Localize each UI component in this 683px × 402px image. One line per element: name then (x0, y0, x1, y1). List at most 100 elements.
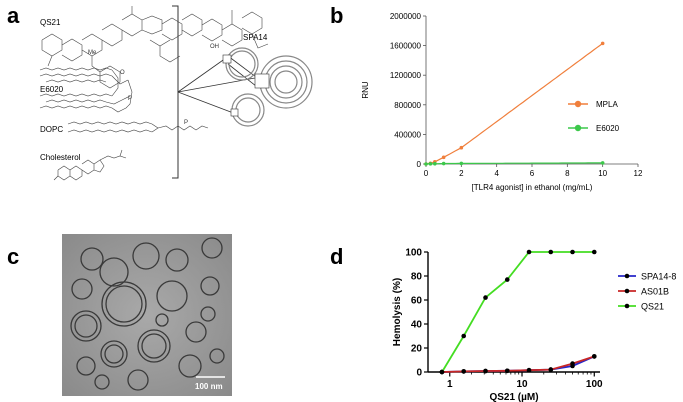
panel-a-diagram: QS21 Me OH E6020 (39, 5, 313, 181)
micrograph-vesicle (71, 278, 93, 300)
small-vesicle-zoom-box (222, 54, 232, 64)
chart-b-y-tick-label: 800000 (394, 101, 421, 110)
chart-b-point-e6020 (441, 161, 446, 166)
cryo-em-micrograph: 100 nm (62, 234, 232, 396)
chart-d-point-qs21 (461, 333, 467, 339)
panel-letter-d: d (330, 244, 344, 269)
scale-bar-label: 100 nm (195, 382, 223, 391)
chart-d-y-tick-label: 60 (411, 296, 423, 307)
micrograph-vesicle (155, 313, 169, 327)
e6020-group-note-1: O (120, 70, 125, 76)
e6020-structure-icon (39, 67, 133, 113)
micrograph-vesicle (156, 280, 188, 312)
micrograph-vesicle (201, 237, 223, 259)
chart-b-point-e6020 (428, 162, 433, 166)
chart-d-point-as01b (548, 367, 554, 372)
micrograph-vesicle (100, 340, 128, 368)
panel-letter-a: a (7, 3, 20, 28)
micrograph-background (62, 234, 232, 396)
qs21-substituent-note-2: OH (210, 44, 219, 50)
micrograph-vesicle (76, 356, 96, 376)
chart-d-legend-marker-spa14-8 (624, 273, 630, 279)
chart-b-x-axis-label: [TLR4 agonist] in ethanol (mg/mL) (472, 183, 593, 192)
chart-d-point-as01b (504, 368, 510, 374)
chart-b-y-tick-label: 0 (417, 160, 422, 169)
micrograph-vesicle (132, 242, 160, 270)
chart-d-point-as01b (591, 354, 597, 359)
cholesterol-label: Cholesterol (40, 153, 81, 162)
micrograph-vesicle (185, 321, 207, 343)
chart-b-y-tick-label: 400000 (394, 130, 421, 139)
chart-d-y-tick-label: 80 (411, 272, 423, 283)
chart-b-point-e6020 (433, 161, 437, 166)
micrograph-vesicle (200, 306, 216, 322)
micrograph-vesicle (74, 314, 98, 338)
multilamellar-zoom-box (254, 73, 270, 89)
cholesterol-structure-icon (53, 149, 127, 181)
chart-d-x-tick-label: 10 (516, 379, 528, 390)
chart-d-legend-marker-qs21 (624, 303, 630, 309)
chart-d-point-as01b (483, 368, 488, 374)
chart-d-point-qs21 (591, 249, 597, 255)
micrograph-vesicles (70, 237, 225, 391)
chart-b-point-e6020 (424, 162, 428, 166)
chart-b-x-tick-label: 12 (634, 169, 643, 178)
qs21-substituent-note-1: Me (88, 50, 97, 56)
chart-d-y-tick-label: 0 (416, 368, 422, 379)
dopc-structure-icon (67, 121, 209, 133)
chart-d-y-tick-label: 20 (411, 344, 423, 355)
micrograph-vesicle (101, 281, 147, 327)
chart-d-point-as01b (570, 361, 575, 366)
dopc-label: DOPC (40, 125, 63, 134)
chart-d-y-tick-label: 40 (411, 320, 423, 331)
chart-b-legend-label-mpla: MPLA (596, 100, 618, 109)
chart-b-y-tick-label: 1200000 (390, 71, 422, 80)
chart-d-point-as01b (461, 369, 467, 374)
spa14-label: SPA14 (243, 33, 268, 42)
e6020-label: E6020 (40, 85, 64, 94)
chart-d-x-tick-label: 100 (586, 379, 603, 390)
chart-b-x-tick-label: 2 (459, 169, 464, 178)
qs21-structure-icon (41, 6, 269, 89)
chart-b: 0 400000 800000 1200000 1600000 2000000 0 2 4 6 8 1… (361, 12, 643, 192)
chart-b-point-e6020 (600, 161, 605, 165)
micrograph-vesicle (137, 329, 171, 363)
chart-b-legend-marker-e6020 (574, 124, 582, 132)
chart-b-series-line-e6020 (425, 162, 603, 165)
micrograph-vesicle (99, 257, 129, 287)
chart-d-y-tick-label: 100 (405, 248, 422, 259)
micrograph-vesicle (141, 333, 167, 359)
chart-d-legend-marker-as01b (624, 288, 630, 294)
micrograph-vesicle (105, 285, 143, 323)
chart-b-x-tick-label: 8 (565, 169, 570, 178)
chart-b-y-tick-label: 2000000 (390, 12, 422, 21)
chart-b-legend-marker-mpla (574, 100, 582, 108)
micrograph-vesicle (70, 310, 102, 342)
chart-d-point-qs21 (483, 295, 488, 300)
chart-b-point-mpla (600, 41, 605, 46)
chart-d-point-qs21 (548, 249, 554, 255)
micrograph-vesicle (165, 248, 189, 272)
chart-d-x-axis-label: QS21 (µM) (489, 392, 538, 402)
chart-b-x-tick-label: 10 (598, 169, 607, 178)
vesicle-connector-lines (177, 55, 257, 115)
micrograph-vesicle (127, 369, 149, 391)
qs21-label: QS21 (40, 18, 61, 27)
chart-d-y-axis-label: Hemolysis (%) (392, 278, 403, 346)
chart-b-x-tick-label: 0 (424, 169, 429, 178)
chart-b-point-e6020 (459, 161, 464, 166)
chart-d-point-qs21 (504, 277, 510, 282)
small-vesicle-icon (225, 47, 259, 81)
medium-vesicle-zoom-box (230, 108, 239, 117)
chart-d-x-tick-label: 1 (447, 379, 453, 390)
dopc-group-note: P (184, 120, 188, 126)
chart-b-x-tick-label: 6 (530, 169, 535, 178)
chart-d-point-as01b (526, 367, 532, 373)
micrograph-vesicle (94, 374, 110, 390)
micrograph-vesicle (80, 247, 104, 271)
micrograph-vesicle (200, 276, 220, 296)
chart-b-x-tick-label: 4 (494, 169, 499, 178)
chart-b-point-mpla (441, 155, 446, 160)
chart-b-point-mpla (459, 145, 464, 150)
